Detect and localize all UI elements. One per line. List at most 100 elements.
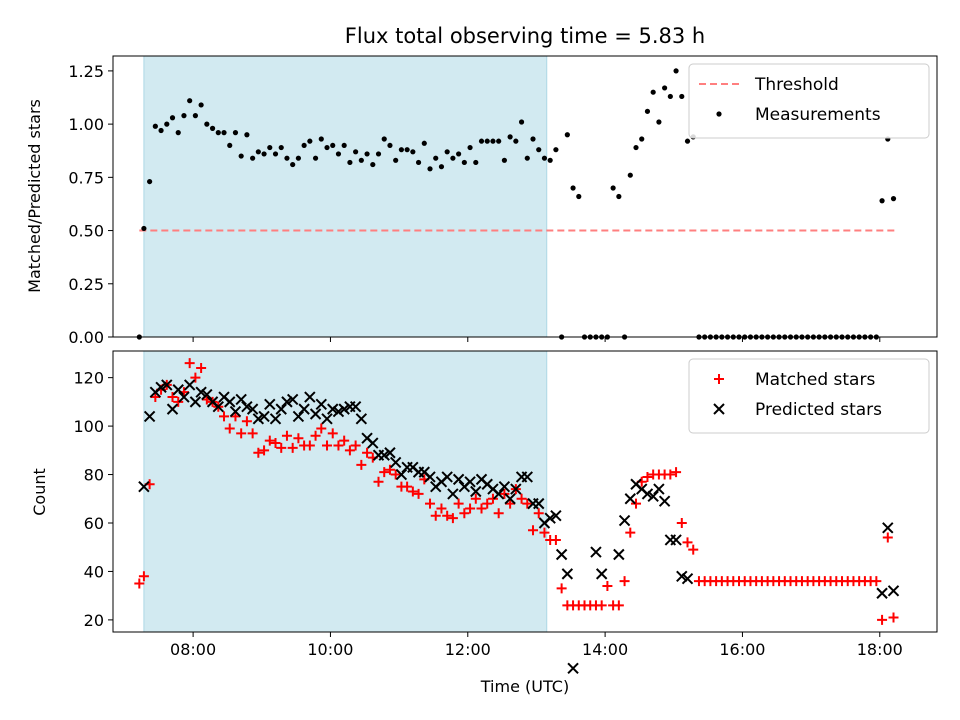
data-point xyxy=(264,435,275,446)
data-point xyxy=(344,445,355,456)
data-point xyxy=(473,159,479,166)
x-tick-label: 14:00 xyxy=(582,640,628,659)
data-point xyxy=(490,138,496,144)
data-point xyxy=(358,157,364,163)
data-point xyxy=(533,508,544,519)
data-point xyxy=(493,508,504,519)
data-point xyxy=(492,488,505,500)
data-point xyxy=(641,488,654,500)
data-point xyxy=(882,522,894,534)
data-point xyxy=(676,517,687,528)
data-point xyxy=(184,358,195,369)
data-point xyxy=(387,142,393,149)
data-point xyxy=(321,413,333,425)
data-point xyxy=(613,548,625,561)
data-point xyxy=(287,442,298,453)
legend: Matched stars Predicted stars xyxy=(688,358,930,434)
legend-label: Matched stars xyxy=(755,370,875,390)
data-point xyxy=(209,125,216,131)
data-point xyxy=(461,159,467,166)
data-point xyxy=(150,392,161,403)
data-point xyxy=(301,142,307,149)
data-point xyxy=(141,225,147,232)
data-point xyxy=(521,471,533,483)
data-point xyxy=(384,464,395,475)
data-point xyxy=(327,403,339,415)
data-point xyxy=(555,548,568,561)
y-tick-label: 120 xyxy=(73,369,104,388)
data-point xyxy=(195,386,207,398)
data-point xyxy=(253,447,264,458)
legend-box xyxy=(688,63,930,139)
data-point xyxy=(304,440,315,451)
data-point xyxy=(356,459,367,470)
data-point xyxy=(595,568,608,580)
data-point xyxy=(619,576,630,587)
data-point xyxy=(536,147,542,153)
data-point xyxy=(272,151,279,157)
data-point xyxy=(513,138,519,144)
legend-label: Measurements xyxy=(755,105,881,125)
data-point xyxy=(476,503,487,514)
bottom-panel: 20 40 60 80 100 120 08:00 10:00 12:00 14:00 16:00 1… xyxy=(73,350,938,675)
data-point xyxy=(516,493,527,504)
data-point xyxy=(550,510,562,522)
legend-box xyxy=(688,358,930,434)
data-point xyxy=(187,98,193,104)
data-point xyxy=(871,576,882,587)
data-point xyxy=(235,393,247,406)
data-point xyxy=(498,480,511,493)
data-point xyxy=(250,155,256,161)
data-point xyxy=(232,130,239,136)
x-axis-label: Time (UTC) xyxy=(480,677,569,696)
data-point xyxy=(259,445,270,456)
legend-swatch xyxy=(716,111,722,117)
data-point xyxy=(596,600,607,611)
data-point xyxy=(143,410,156,423)
data-point xyxy=(167,392,178,403)
data-point xyxy=(284,155,290,161)
data-point xyxy=(316,423,327,434)
data-point xyxy=(613,600,624,611)
data-point xyxy=(888,612,899,623)
data-point xyxy=(241,416,252,427)
data-point xyxy=(201,388,213,401)
data-point xyxy=(456,151,462,157)
data-point xyxy=(292,410,305,423)
data-point xyxy=(322,440,333,451)
data-point xyxy=(224,396,236,408)
data-point xyxy=(541,155,548,161)
y-tick-label: 0.25 xyxy=(68,275,104,294)
data-point xyxy=(496,138,502,144)
y-tick-label: 1.25 xyxy=(68,62,104,81)
y-tick-label: 20 xyxy=(84,611,104,630)
legend-label: Threshold xyxy=(754,75,839,95)
x-tick-label: 12:00 xyxy=(445,640,491,659)
data-point xyxy=(564,132,570,138)
data-point xyxy=(246,403,259,415)
data-point xyxy=(590,546,602,558)
data-point xyxy=(447,513,458,524)
data-point xyxy=(452,473,465,486)
data-point xyxy=(339,435,350,446)
y-tick-label: 0.00 xyxy=(68,328,104,347)
data-point xyxy=(198,102,204,108)
x-tick-label: 10:00 xyxy=(307,640,353,659)
data-point xyxy=(341,142,347,149)
axes-frame xyxy=(112,350,938,633)
data-point xyxy=(436,503,447,514)
data-point xyxy=(484,138,490,144)
data-point xyxy=(665,469,676,480)
y-tick-label: 40 xyxy=(84,562,104,581)
data-point xyxy=(499,488,510,499)
data-point xyxy=(616,193,622,200)
data-point xyxy=(407,486,418,497)
data-point xyxy=(312,155,319,161)
data-point xyxy=(379,467,390,478)
data-point xyxy=(610,185,616,191)
data-point xyxy=(196,362,207,373)
data-point xyxy=(544,512,556,524)
data-point xyxy=(138,571,149,582)
data-point xyxy=(681,572,694,585)
